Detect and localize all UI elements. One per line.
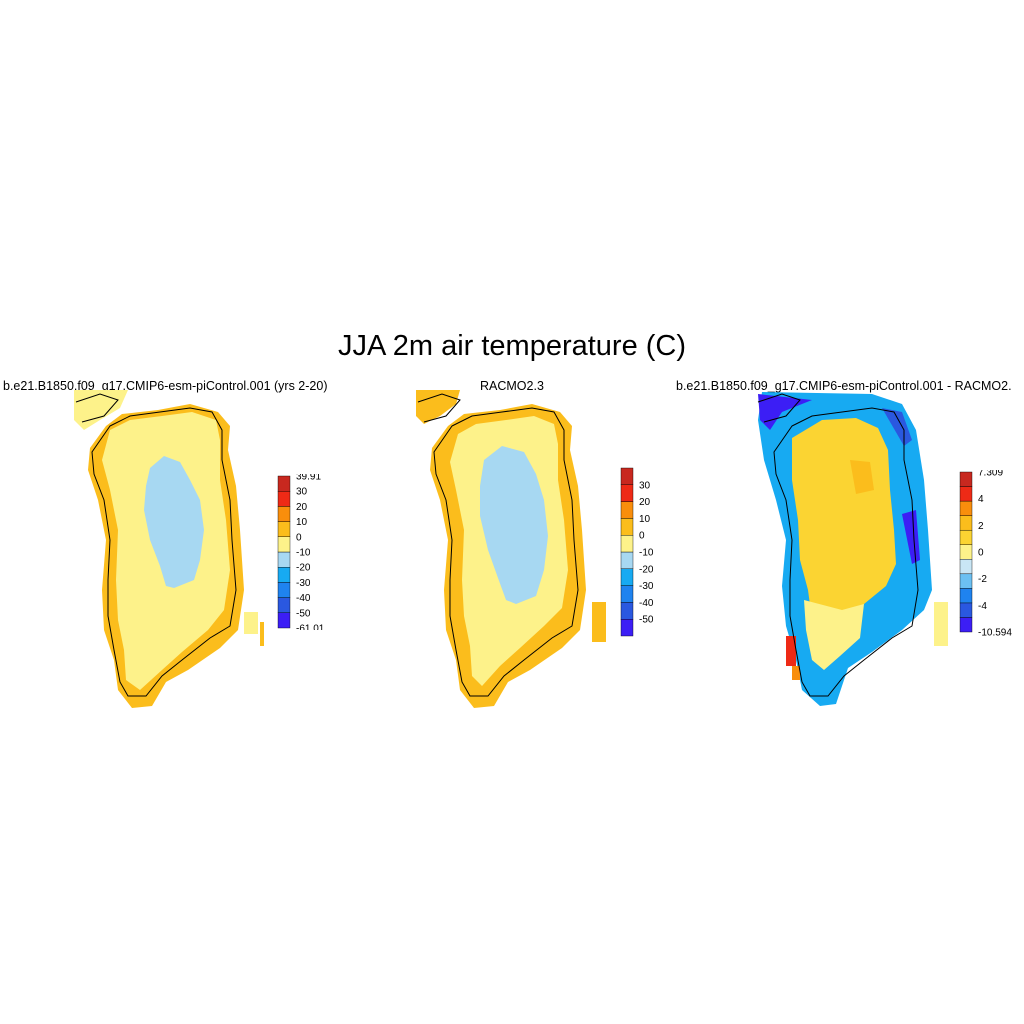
coastline [433, 407, 579, 697]
map-obs [416, 390, 606, 708]
colorbar-box [620, 568, 634, 586]
colorbar-box [620, 551, 634, 569]
colorbar-box [959, 471, 973, 487]
colorbar-box [277, 612, 291, 629]
colorbar-label: -50 [296, 608, 311, 619]
colorbar-box [620, 518, 634, 536]
colorbar-label: -50 [639, 615, 654, 626]
colorbar-diff: -10.594 -4 -2 0 2 4 7.309 [959, 470, 1012, 637]
difference-field [757, 392, 948, 706]
greenland-ice-sheet-field [74, 390, 264, 708]
map-model [74, 390, 264, 708]
colorbar-box [277, 597, 291, 613]
colorbar-box [277, 506, 291, 522]
colorbar-label: 20 [639, 497, 651, 508]
colorbar-label: 10 [639, 514, 651, 525]
strong-negative-ne [758, 394, 812, 430]
colorbar-label: 30 [296, 487, 308, 498]
colorbar-box [959, 617, 973, 633]
colorbar-label: 0 [296, 532, 302, 543]
east-island [244, 612, 258, 634]
colorbar-box [620, 484, 634, 502]
colorbar-label: -10.594 [978, 628, 1012, 637]
colorbar-label: -20 [296, 563, 311, 574]
colorbar-model: -61.01 -50 -40 -30 -20 -10 0 10 20 30 39.91 [277, 474, 325, 631]
colorbar-label: -30 [639, 581, 654, 592]
colorbar-box [959, 588, 973, 604]
colorbar-label: -10 [296, 548, 311, 559]
colorbar-box [959, 544, 973, 560]
panel-title-diff: b.e21.B1850.f09_g17.CMIP6-esm-piControl.… [676, 379, 1012, 393]
colorbar-box [620, 534, 634, 553]
strong-positive-core [850, 460, 874, 494]
colorbar-label: -61.01 [296, 624, 325, 631]
greenland-ice-sheet-field [416, 390, 606, 708]
colorbar-box [620, 501, 634, 519]
colorbar-label: 0 [639, 531, 645, 542]
colorbar-label: -2 [978, 574, 987, 585]
map-diff [757, 392, 948, 706]
positive-sw [786, 636, 796, 666]
colorbar-label: -40 [639, 598, 654, 609]
colorbar-label: 2 [978, 521, 984, 532]
colorbar-box [959, 573, 973, 589]
panel-title-obs: RACMO2.3 [480, 379, 544, 393]
colorbar-box [959, 602, 973, 618]
coastline [91, 407, 237, 697]
colorbar-label: 30 [639, 480, 651, 491]
colorbar-box [620, 585, 634, 603]
colorbar-label: 20 [296, 502, 308, 513]
colorbar-label: -20 [639, 564, 654, 575]
colorbar-box [277, 582, 291, 598]
cold-core [480, 446, 548, 604]
coastline [773, 407, 919, 697]
colorbar-box [959, 515, 973, 531]
colorbar-label: -4 [978, 601, 987, 612]
colorbar-box [277, 566, 291, 583]
figure-title: JJA 2m air temperature (C) [337, 330, 687, 362]
colorbar-box [277, 491, 291, 507]
colorbar-label: 7.309 [978, 470, 1003, 479]
colorbar-label: 39.91 [296, 474, 321, 483]
colorbar-label: 10 [296, 517, 308, 528]
cold-core [144, 456, 204, 588]
colorbar-label: 0 [978, 548, 984, 559]
near-zero-south [804, 600, 864, 670]
colorbar-box [620, 467, 634, 485]
colorbar-label: -10 [639, 548, 654, 559]
colorbar-box [959, 559, 973, 575]
colorbar-box [620, 618, 634, 637]
east-island [592, 602, 606, 642]
east-island [934, 602, 948, 646]
colorbar-box [277, 551, 291, 568]
colorbar-obs: -50 -40 -30 -20 -10 0 10 20 30 [620, 467, 654, 637]
colorbar-box [277, 475, 291, 492]
panel-title-model: b.e21.B1850.f09_g17.CMIP6-esm-piControl.… [3, 379, 328, 393]
colorbar-box [620, 602, 634, 620]
colorbar-box [959, 486, 973, 502]
colorbar-label: -40 [296, 593, 311, 604]
colorbar-box [959, 500, 973, 516]
colorbar-box [277, 521, 291, 537]
colorbar-label: -30 [296, 578, 311, 589]
colorbar-box [277, 536, 291, 553]
colorbar-box [959, 529, 973, 545]
colorbar-label: 4 [978, 494, 984, 505]
